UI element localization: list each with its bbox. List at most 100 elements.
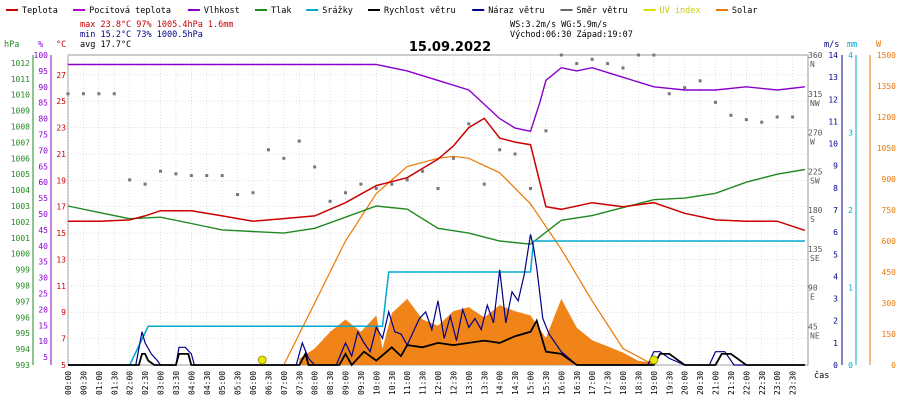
wind-direction-point [66,92,70,96]
y-tick-c: 17 [56,203,66,212]
wind-direction-point [652,53,656,57]
legend-item: Tlak [255,6,291,16]
legend-item: Pocitová teplota [73,6,171,16]
stats-wind: WS:3.2m/s WG:5.9m/s [510,20,607,30]
y-tick-mm: 0 [848,361,853,370]
y-tick-w: 1200 [877,113,896,122]
legend-label: Pocitová teplota [89,6,171,16]
y-tick-w: 600 [882,237,897,246]
y-tick-hpa: 1004 [11,186,30,195]
x-tick-label: 09:30 [357,371,366,395]
wind-direction-point [482,182,486,186]
legend-item: Vlhkost [187,6,240,16]
x-tick-label: 11:00 [403,371,412,395]
y-tick-hpa: 1012 [11,59,30,68]
wind-direction-point [128,178,132,182]
y-tick-pct: 70 [38,146,48,155]
y-tick-c: 15 [56,229,66,238]
wind-direction-point [451,156,455,160]
wind-direction-point [159,169,162,173]
wind-direction-point [313,165,317,169]
y-tick-pct: 25 [38,289,48,298]
wind-direction-point [405,178,409,182]
y-tick-c: 23 [56,124,66,133]
y-tick-ms: 6 [833,228,838,237]
y-tick-mm: 3 [848,129,853,138]
x-tick-label: 23:30 [789,371,798,395]
y-tick-w: 300 [882,299,897,308]
wind-direction-point [251,191,255,195]
x-tick-label: 00:30 [79,371,88,395]
y-tick-dir-compass: SW [810,176,820,185]
y-tick-ms: 4 [833,272,838,281]
y-tick-pct: 90 [38,83,48,92]
y-tick-w: 150 [882,330,897,339]
y-tick-w: 1050 [877,144,896,153]
y-tick-hpa: 1006 [11,154,30,163]
unit-w: W [876,40,882,50]
legend-item: Náraz větru [472,6,544,16]
x-tick-label: 10:00 [372,371,381,395]
series-solar-area [299,298,654,365]
x-tick-label: 02:00 [126,371,135,395]
y-tick-w: 900 [882,175,897,184]
x-tick-label: 15:00 [527,371,536,395]
x-tick-label: 00:00 [64,371,73,395]
wind-direction-point [374,186,378,190]
wind-direction-point [328,199,332,203]
stats-min: min 15.2°C 73% 1000.5hPa [80,30,203,40]
y-tick-dir-compass: W [810,138,815,147]
y-tick-dir: 315 [808,90,823,99]
wind-direction-point [282,156,286,160]
y-tick-hpa: 1011 [11,75,30,84]
y-tick-pct: 45 [38,226,48,235]
y-tick-pct: 80 [38,115,48,124]
y-tick-w: 750 [882,206,897,215]
x-tick-label: 13:30 [480,371,489,395]
x-tick-label: 22:00 [742,371,751,395]
axis-layer: 00:00 00:30 01:00 01:30 02:00 02:30 03:00 03:30… [11,51,896,395]
legend-label: Solar [732,6,758,16]
y-tick-dir-compass: NE [810,331,820,340]
x-tick-label: 08:30 [326,371,335,395]
wind-direction-point [174,172,178,176]
y-tick-hpa: 999 [16,266,31,275]
y-tick-pct: 85 [38,99,48,108]
y-tick-ms: 13 [828,73,838,82]
wind-direction-point [421,169,425,173]
x-tick-label: 16:30 [573,371,582,395]
uv-point [257,355,267,365]
legend-label: Vlhkost [204,6,240,16]
wind-direction-point [359,182,363,186]
series-humidity [68,63,805,133]
unit-pct: % [38,40,43,50]
wind-direction-point [559,53,563,57]
y-tick-pct: 75 [38,130,48,139]
legend-label: UV index [660,6,701,16]
y-tick-hpa: 998 [16,282,31,291]
y-tick-dir: 225 [808,167,823,176]
y-tick-c: 9 [61,308,66,317]
y-tick-hpa: 995 [16,329,31,338]
x-tick-label: 23:00 [773,371,782,395]
y-tick-w: 1350 [877,82,896,91]
wind-direction-point [529,186,532,190]
wind-direction-point [775,115,779,119]
wind-direction-point [81,92,85,96]
legend-item: Směr větru [560,6,628,16]
y-tick-pct: 95 [38,67,48,76]
y-tick-hpa: 993 [16,361,31,370]
y-tick-c: 25 [56,97,66,106]
y-tick-hpa: 1005 [11,170,30,179]
y-tick-dir-compass: E [810,293,815,302]
unit-mm: mm [847,40,857,50]
y-tick-hpa: 1008 [11,123,30,132]
y-tick-hpa: 1001 [11,234,30,243]
y-tick-ms: 5 [833,250,838,259]
y-tick-dir-compass: NW [810,99,820,108]
y-tick-c: 27 [56,71,66,80]
x-tick-label: 07:00 [280,371,289,395]
y-tick-hpa: 1002 [11,218,30,227]
y-tick-ms: 3 [833,295,838,304]
